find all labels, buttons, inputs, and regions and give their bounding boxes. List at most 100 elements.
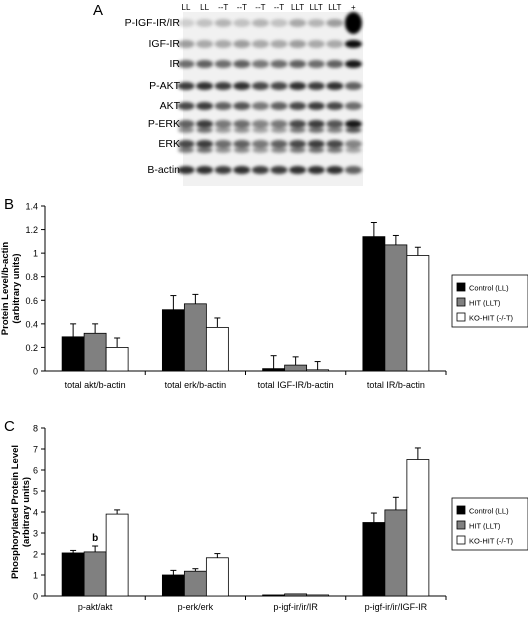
bar xyxy=(161,309,185,372)
bar xyxy=(83,332,107,372)
blot-band xyxy=(270,120,288,128)
blot-band xyxy=(233,60,251,68)
bar xyxy=(105,347,129,372)
lane-label: --T xyxy=(273,3,285,12)
bar xyxy=(161,574,185,597)
blot-band xyxy=(251,120,269,128)
blot-band xyxy=(233,120,251,128)
blot-band xyxy=(326,147,343,153)
blot-band xyxy=(251,19,269,27)
blot-band xyxy=(344,40,362,48)
blot-band xyxy=(252,127,269,133)
blot-band xyxy=(251,166,269,174)
bar xyxy=(205,557,229,597)
blot-band xyxy=(344,82,362,90)
bar xyxy=(284,364,308,372)
blot-band xyxy=(233,140,251,148)
blot-band xyxy=(270,40,288,48)
y-tick-label: 8 xyxy=(33,424,38,434)
blot-band xyxy=(307,102,325,110)
legend-label: Control (LL) xyxy=(469,507,509,516)
blot-band xyxy=(326,60,344,68)
bar xyxy=(306,369,330,372)
blot-band xyxy=(177,120,195,128)
blot-band xyxy=(344,60,362,68)
bar xyxy=(306,594,330,597)
blot-band xyxy=(326,19,344,27)
blot-band xyxy=(344,102,362,110)
blot-band xyxy=(233,127,250,133)
legend-label: KO-HIT (-/-T) xyxy=(469,314,514,323)
blot-band xyxy=(196,166,214,174)
blot-band xyxy=(177,102,195,110)
bar xyxy=(83,551,107,597)
bar xyxy=(183,570,207,597)
blot-row-label: P-IGF-IR/IR xyxy=(124,17,180,29)
y-tick-label: 0 xyxy=(33,367,38,377)
blot-band xyxy=(196,147,213,153)
blot-image xyxy=(177,12,363,186)
blot-band xyxy=(196,120,214,128)
blot-row-label: P-AKT xyxy=(149,80,180,92)
y-axis-label: (arbitrary units) xyxy=(11,253,22,323)
y-tick-label: 1.2 xyxy=(25,225,38,235)
blot-band xyxy=(308,127,325,133)
bar xyxy=(362,522,386,597)
lane-label: --T xyxy=(218,3,229,12)
lane-label: + xyxy=(351,3,356,12)
y-tick-label: 1 xyxy=(33,571,38,581)
blot-band xyxy=(326,82,344,90)
chart-total-protein: 0 0.2 0.4 0.6 0.8 1 1.2 1.4 Protein Level/b-acti… xyxy=(0,202,528,390)
blot-band xyxy=(270,166,288,174)
panel-letter-c: C xyxy=(4,418,15,435)
blot-band xyxy=(251,102,269,110)
legend-label: HIT (LLT) xyxy=(469,299,501,308)
blot-band xyxy=(214,166,232,174)
blot-band xyxy=(214,102,232,110)
panel-letter-a: A xyxy=(93,2,104,19)
blot-band xyxy=(233,40,251,48)
blot-band xyxy=(196,140,214,148)
blot-band xyxy=(326,120,344,128)
blot-band xyxy=(289,120,307,128)
blot-band xyxy=(233,166,251,174)
panel-letter-b: B xyxy=(4,196,15,213)
blot-row-label: ERK xyxy=(158,138,180,150)
blot-band xyxy=(326,166,344,174)
blot-row-label: P-ERK xyxy=(147,118,180,130)
blot-membrane xyxy=(183,12,363,186)
blot-band xyxy=(196,82,214,90)
y-tick-label: 0.6 xyxy=(25,296,38,306)
legend-swatch xyxy=(456,297,466,307)
bar xyxy=(384,244,408,372)
legend-swatch xyxy=(456,282,466,292)
blot-band xyxy=(214,120,232,128)
blot-band xyxy=(270,102,288,110)
blot-band xyxy=(196,127,213,133)
blot-band xyxy=(308,147,325,153)
blot-band xyxy=(289,82,307,90)
legend-swatch xyxy=(456,505,466,515)
western-blot-panel: A LL LL --T --T --T --T LLT LLT LLT + P-IGF-IR/IR… xyxy=(0,0,528,190)
bar xyxy=(61,552,85,597)
blot-band xyxy=(344,12,362,34)
bar xyxy=(61,336,85,372)
blot-band xyxy=(177,40,195,48)
blot-band xyxy=(271,127,287,133)
lane-label: LL xyxy=(200,3,210,12)
x-tick-label: p-akt/akt xyxy=(78,602,113,612)
blot-band xyxy=(344,166,362,174)
x-tick-label: p-igf-ir/ir/IGF-IR xyxy=(365,602,428,612)
bar xyxy=(205,326,229,372)
blot-band xyxy=(196,40,214,48)
blot-band xyxy=(214,82,232,90)
blot-band xyxy=(345,127,362,133)
legend-label: HIT (LLT) xyxy=(469,522,501,531)
bar xyxy=(406,255,430,372)
y-axis-label: (arbitrary units) xyxy=(21,477,32,547)
x-tick-label: total erk/b-actin xyxy=(165,380,227,390)
blot-band xyxy=(270,82,288,90)
blot-band xyxy=(214,60,232,68)
lane-label: LLT xyxy=(309,3,323,12)
blot-row-label: B-actin xyxy=(147,164,180,176)
